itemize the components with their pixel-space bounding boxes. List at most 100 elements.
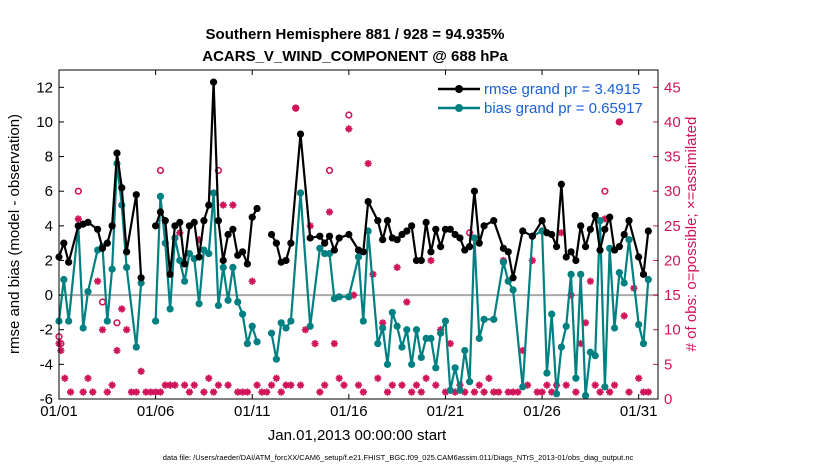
rmse-point: [581, 243, 590, 251]
bias-point: [214, 301, 223, 310]
obs-assimilated-point: [84, 374, 92, 382]
rmse-point: [601, 225, 609, 233]
obs-assimilated-point: [403, 298, 411, 306]
bias-point: [432, 364, 440, 372]
obs-assimilated-point: [528, 256, 537, 265]
rmse-point: [345, 230, 353, 239]
rmse-point: [509, 274, 517, 282]
bias-point: [345, 293, 353, 301]
obs-assimilated-point: [601, 215, 609, 223]
bias-point: [499, 258, 508, 266]
rmse-point: [446, 225, 454, 233]
bias-point: [625, 236, 633, 244]
obs-assimilated-point: [519, 346, 527, 355]
y-left-ticks: -6 -4 -2 0 2 4 6 8 10 12: [36, 79, 64, 408]
obs-assimilated-point: [470, 388, 479, 396]
obs-assimilated-point: [417, 388, 425, 396]
obs-possible-point: [74, 187, 82, 195]
obs-assimilated-point: [147, 388, 155, 396]
rmse-point: [596, 246, 604, 254]
obs-assimilated-point: [108, 381, 116, 389]
obs-assimilated-point: [219, 201, 227, 209]
rmse-point: [238, 248, 247, 256]
obs-possible-point: [325, 166, 334, 175]
obs-assimilated-point: [586, 277, 594, 285]
y-left-tick-label: 4: [45, 218, 53, 235]
rmse-point: [383, 217, 392, 225]
obs-assimilated-point: [229, 201, 237, 209]
obs-assimilated-point: [123, 326, 131, 334]
obs-assimilated-point: [238, 388, 247, 396]
rmse-point: [152, 222, 160, 230]
bias-point: [490, 315, 498, 323]
x-tick-label: 01/11: [234, 403, 270, 420]
rmse-point: [65, 258, 73, 266]
rmse-point: [456, 234, 464, 242]
obs-assimilated-point: [398, 381, 406, 389]
obs-assimilated-point: [277, 388, 285, 396]
rmse-point: [639, 270, 648, 278]
y-right-tick-label: 40: [664, 114, 681, 131]
y-right-tick-label: 20: [664, 252, 681, 269]
obs-assimilated-point: [335, 374, 343, 382]
rmse-point: [374, 217, 382, 225]
obs-assimilated-point: [485, 374, 493, 382]
obs-assimilated-point: [480, 388, 488, 396]
obs-assimilated-point: [248, 277, 256, 285]
bias-point: [354, 253, 363, 261]
bias-point: [316, 244, 324, 252]
y-left-tick-label: 6: [45, 183, 53, 200]
obs-assimilated-point: [548, 388, 556, 396]
bias-point: [475, 334, 483, 342]
bias-point: [84, 288, 92, 296]
obs-assimilated-point: [127, 388, 136, 396]
rmse-point: [403, 227, 411, 235]
obs-assimilated-point: [132, 388, 140, 396]
plot-frame: [58, 69, 659, 400]
rmse-point: [557, 180, 565, 188]
rmse-point: [272, 239, 280, 247]
y-right-tick-label: 45: [664, 79, 681, 96]
obs-possible-point: [345, 111, 353, 119]
obs-assimilated-point: [591, 381, 599, 389]
rmse-point: [432, 225, 440, 233]
rmse-point: [205, 201, 213, 209]
obs-assimilated-point: [475, 381, 483, 389]
obs-assimilated-point: [171, 381, 179, 389]
rmse-point: [243, 260, 251, 268]
obs-assimilated-point: [89, 388, 97, 396]
y-right-tick-label: 15: [664, 287, 681, 304]
rmse-point: [427, 248, 435, 256]
rmse-point: [219, 256, 227, 265]
rmse-point: [132, 191, 140, 199]
rmse-point: [393, 236, 401, 244]
obs-assimilated-point: [253, 381, 261, 389]
x-tick-label: 01/21: [427, 403, 465, 420]
bias-point: [132, 343, 140, 351]
rmse-point: [490, 217, 498, 225]
obs-assimilated-point: [209, 388, 218, 396]
y-left-tick-label: 0: [45, 287, 53, 304]
legend-rmse-label: rmse grand pr = 3.4915: [484, 81, 640, 98]
obs-assimilated-point: [408, 388, 416, 396]
plot-area: [59, 70, 658, 399]
obs-assimilated-point: [354, 381, 363, 389]
obs-assimilated-point: [427, 256, 435, 265]
rmse-point: [475, 239, 483, 247]
bias-point: [166, 305, 174, 313]
obs-assimilated-point: [514, 388, 522, 396]
bias-point: [615, 268, 623, 277]
obs-assimilated-point: [74, 215, 82, 223]
rmse-point: [176, 218, 184, 226]
obs-possible-point: [601, 187, 609, 195]
bias-point: [224, 296, 232, 304]
rmse-point: [606, 213, 614, 221]
obs-assimilated-point: [620, 312, 628, 320]
rmse-point: [316, 232, 324, 240]
obs-assimilated-point: [615, 118, 623, 126]
obs-assimilated-point: [393, 263, 401, 271]
rmse-point: [84, 218, 92, 226]
obs-assimilated-point: [325, 208, 334, 216]
bias-point: [137, 279, 145, 287]
rmse-point: [161, 217, 169, 225]
